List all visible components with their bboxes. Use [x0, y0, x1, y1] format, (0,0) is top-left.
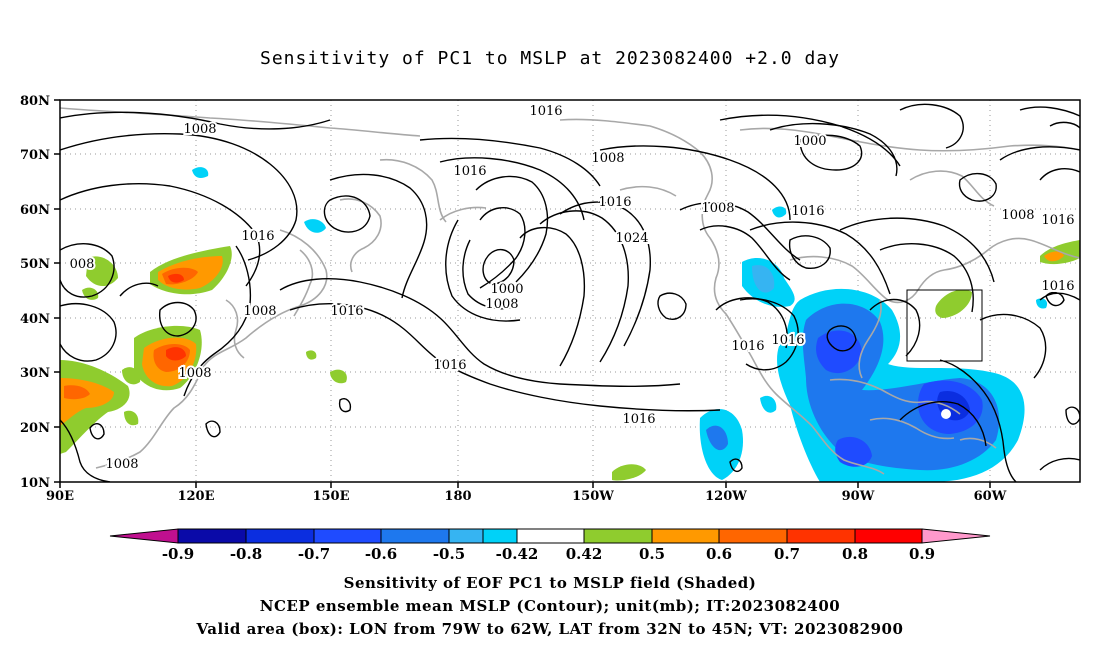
contour-label: 1016 — [241, 229, 274, 244]
map-title: Sensitivity of PC1 to MSLP at 2023082400… — [259, 48, 840, 69]
latitude-labels: 10N 20N 30N 40N 50N 60N 70N 80N — [20, 94, 50, 491]
colorbar-labels: -0.9 -0.8 -0.7 -0.6 -0.5 -0.42 0.42 0.5 … — [162, 545, 935, 563]
contour-label: 1008 — [701, 201, 734, 216]
contour-label: 1016 — [453, 164, 486, 179]
colorbar-cell — [380, 528, 450, 544]
colorbar-label: -0.6 — [365, 545, 397, 563]
negative-sensitivity-shading — [192, 167, 1048, 482]
contour-label: 1008 — [178, 366, 211, 381]
colorbar-label: -0.5 — [433, 545, 465, 563]
colorbar-label: -0.7 — [298, 545, 330, 563]
contour-label: 1016 — [1041, 213, 1074, 228]
contour-label: 1008 — [1001, 208, 1034, 223]
colorbar-cell — [854, 528, 923, 544]
lat-label: 70N — [20, 148, 50, 163]
contour-label: 1008 — [243, 304, 276, 319]
colorbar-cell — [651, 528, 720, 544]
caption-contour: NCEP ensemble mean MSLP (Contour); unit(… — [259, 597, 841, 615]
contour-label: 1016 — [731, 339, 764, 354]
colorbar-label: -0.42 — [496, 545, 539, 563]
colorbar-label: 0.5 — [639, 545, 665, 563]
contour-label: 008 — [70, 257, 95, 272]
lat-label: 30N — [20, 366, 50, 381]
colorbar-label: -0.8 — [230, 545, 262, 563]
colorbar-cell — [583, 528, 653, 544]
colorbar-label: -0.9 — [162, 545, 194, 563]
colorbar-cell — [516, 528, 585, 544]
colorbar-label: 0.6 — [706, 545, 732, 563]
contour-label: 1016 — [598, 195, 631, 210]
colorbar-cell — [482, 528, 518, 544]
contour-labels: 1008 1016 1016 1016 1000 1008 1016 1024 … — [68, 102, 1077, 474]
positive-sensitivity-shading — [60, 240, 1080, 481]
lon-label: 90E — [46, 489, 74, 504]
lon-label: 90W — [842, 489, 875, 504]
colorbar-label: 0.9 — [909, 545, 935, 563]
lat-label: 20N — [20, 421, 50, 436]
contour-label: 1016 — [529, 104, 562, 119]
contour-label: 1008 — [183, 122, 216, 137]
contour-label: 1008 — [591, 151, 624, 166]
caption-valid-area: Valid area (box): LON from 79W to 62W, L… — [196, 620, 904, 638]
colorbar-cell — [786, 528, 856, 544]
contour-label: 1000 — [490, 282, 523, 297]
longitude-labels: 90E 120E 150E 180 150W 120W 90W 60W — [46, 489, 1007, 504]
valid-area-box — [906, 289, 983, 362]
colorbar-label: 0.42 — [566, 545, 603, 563]
lat-label: 60N — [20, 203, 50, 218]
contour-label: 1016 — [791, 204, 824, 219]
lon-label: 150E — [312, 489, 349, 504]
lon-label: 120E — [177, 489, 214, 504]
colorbar-cell — [718, 528, 788, 544]
colorbar-cell — [109, 528, 179, 544]
lat-label: 80N — [20, 94, 50, 109]
contour-label: 1016 — [1041, 279, 1074, 294]
colorbar-cell — [921, 528, 991, 544]
colorbar-cell — [177, 528, 247, 544]
contour-label: 1016 — [330, 304, 363, 319]
axis-ticks — [54, 99, 991, 488]
contour-label: 1000 — [793, 134, 826, 149]
lat-label: 40N — [20, 312, 50, 327]
contour-label: 1016 — [771, 333, 804, 348]
lon-label: 60W — [974, 489, 1007, 504]
mslp-contours — [60, 103, 1080, 482]
lat-label: 50N — [20, 257, 50, 272]
contour-label: 1024 — [615, 231, 648, 246]
contour-label: 1016 — [433, 358, 466, 373]
lat-label: 10N — [20, 476, 50, 491]
lon-label: 180 — [444, 489, 471, 504]
caption-shaded: Sensitivity of EOF PC1 to MSLP field (Sh… — [343, 574, 757, 592]
colorbar — [109, 528, 991, 544]
colorbar-cell — [448, 528, 484, 544]
colorbar-cell — [245, 528, 315, 544]
contour-label: 1008 — [485, 297, 518, 312]
contour-label: 1008 — [105, 457, 138, 472]
contour-label: 1016 — [622, 412, 655, 427]
colorbar-label: 0.8 — [842, 545, 868, 563]
lon-label: 120W — [705, 489, 747, 504]
colorbar-cell — [313, 528, 382, 544]
colorbar-label: 0.7 — [774, 545, 800, 563]
lon-label: 150W — [572, 489, 614, 504]
